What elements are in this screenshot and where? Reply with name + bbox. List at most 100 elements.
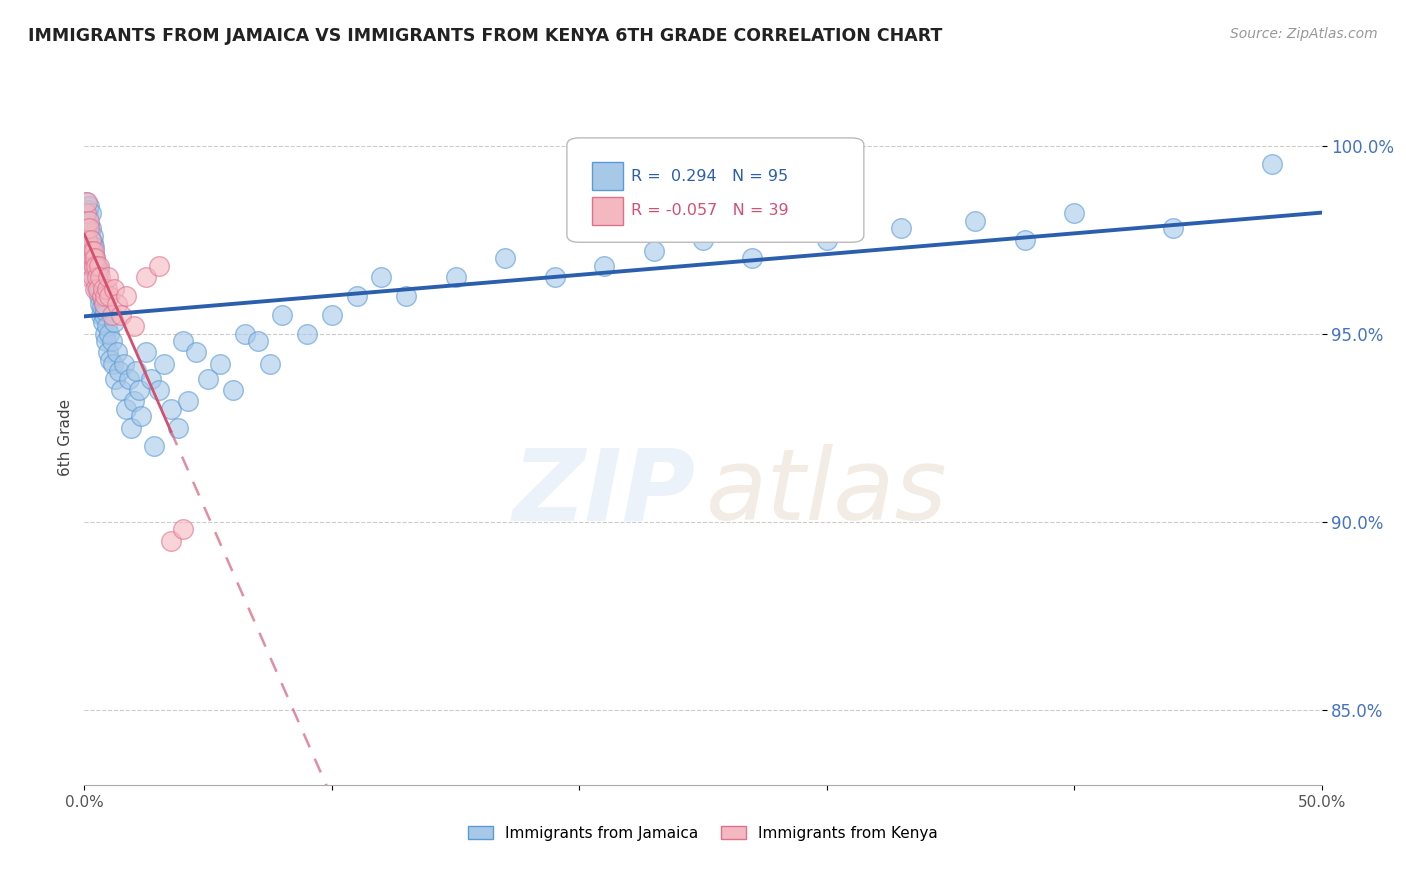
Point [543, 270, 565, 285]
Point [89, 259, 111, 273]
Point [110, 308, 132, 322]
Point [79, 270, 101, 285]
Point [148, 383, 170, 397]
Point [82, 228, 104, 243]
Point [103, 281, 125, 295]
Text: R =  0.294   N = 95: R = 0.294 N = 95 [631, 169, 789, 184]
Point [100, 308, 122, 322]
Point [83, 240, 105, 254]
Point [101, 357, 124, 371]
Point [120, 420, 142, 434]
Point [97, 270, 120, 285]
FancyBboxPatch shape [567, 138, 863, 243]
Point [84, 277, 107, 292]
Point [80, 259, 103, 273]
Point [444, 270, 467, 285]
Point [494, 252, 516, 266]
Point [79, 199, 101, 213]
Point [128, 383, 150, 397]
Point [815, 233, 838, 247]
Point [135, 345, 157, 359]
Point [80, 244, 103, 258]
Point [643, 244, 665, 258]
Point [83, 252, 105, 266]
Text: Source: ZipAtlas.com: Source: ZipAtlas.com [1230, 27, 1378, 41]
Point [118, 372, 141, 386]
Point [89, 262, 111, 277]
Point [89, 296, 111, 310]
Point [105, 345, 128, 359]
Point [76, 214, 98, 228]
Point [115, 401, 138, 416]
Point [76, 202, 98, 217]
Point [346, 289, 368, 303]
Point [1063, 206, 1085, 220]
Point [86, 281, 108, 295]
Point [82, 252, 104, 266]
Point [593, 259, 616, 273]
Point [82, 270, 104, 285]
Point [75, 206, 97, 220]
FancyBboxPatch shape [592, 197, 623, 225]
Point [112, 357, 135, 371]
Point [75, 194, 97, 209]
Point [80, 244, 103, 258]
Point [94, 289, 117, 303]
Point [83, 248, 105, 262]
Point [93, 308, 115, 322]
Point [94, 304, 117, 318]
Point [222, 383, 245, 397]
Point [82, 236, 104, 251]
Point [86, 270, 108, 285]
Point [83, 259, 105, 273]
Point [96, 281, 118, 295]
Point [110, 383, 132, 397]
Point [259, 357, 281, 371]
Point [94, 334, 117, 348]
Point [77, 214, 100, 228]
Point [177, 394, 200, 409]
Point [77, 218, 100, 232]
Point [96, 319, 118, 334]
Point [79, 206, 101, 220]
Point [76, 194, 98, 209]
Point [1161, 221, 1184, 235]
Legend: Immigrants from Jamaica, Immigrants from Kenya: Immigrants from Jamaica, Immigrants from… [463, 820, 943, 847]
Point [103, 315, 125, 329]
Point [76, 221, 98, 235]
Point [98, 289, 121, 303]
Point [87, 281, 110, 295]
Point [93, 296, 115, 310]
Point [295, 326, 318, 341]
Point [90, 308, 112, 322]
Point [104, 372, 127, 386]
Text: IMMIGRANTS FROM JAMAICA VS IMMIGRANTS FROM KENYA 6TH GRADE CORRELATION CHART: IMMIGRANTS FROM JAMAICA VS IMMIGRANTS FR… [28, 27, 942, 45]
Point [84, 281, 107, 295]
Point [91, 315, 114, 329]
Point [209, 357, 232, 371]
Point [965, 214, 987, 228]
Point [233, 326, 256, 341]
Point [122, 394, 145, 409]
Point [82, 252, 104, 266]
Point [125, 364, 148, 378]
Point [77, 210, 100, 224]
Point [172, 334, 194, 348]
Point [1261, 157, 1284, 171]
Text: R = -0.057   N = 39: R = -0.057 N = 39 [631, 203, 789, 219]
Point [87, 289, 110, 303]
Point [80, 221, 103, 235]
Point [122, 319, 145, 334]
Point [142, 440, 165, 454]
Point [83, 270, 105, 285]
Point [91, 301, 114, 315]
Point [80, 233, 103, 247]
Point [321, 308, 343, 322]
Point [90, 289, 112, 303]
Point [741, 252, 763, 266]
Point [129, 409, 152, 424]
Point [108, 364, 131, 378]
Point [76, 233, 98, 247]
Point [79, 240, 101, 254]
Point [197, 372, 219, 386]
